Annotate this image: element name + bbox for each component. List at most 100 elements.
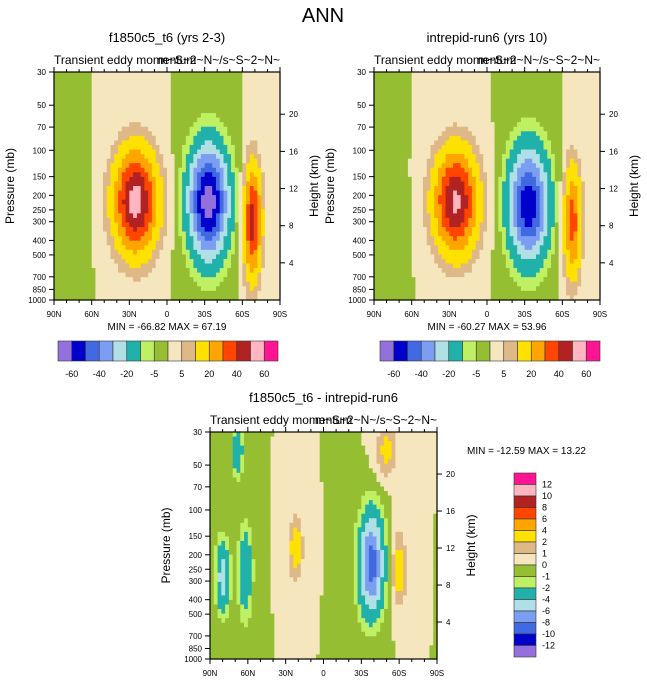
contour-cell [264, 149, 270, 155]
contour-cell [204, 277, 210, 283]
contour-cell [513, 140, 518, 146]
contour-cell [502, 181, 507, 187]
contour-cell [155, 76, 161, 82]
contour-cell [445, 195, 450, 201]
contour-cell [114, 90, 119, 96]
contour-cell [490, 181, 496, 187]
contour-cell [231, 108, 236, 114]
contour-cell [460, 144, 465, 151]
contour-cell [129, 272, 134, 278]
contour-cell [65, 254, 70, 260]
contour-cell [272, 140, 277, 146]
contour-cell [573, 117, 578, 123]
contour-cell [140, 131, 145, 137]
contour-cell [140, 199, 145, 205]
contour-cell [110, 149, 115, 155]
contour-cell [69, 113, 74, 119]
contour-cell [125, 122, 130, 128]
contour-cell [520, 103, 526, 110]
contour-cell [422, 85, 428, 91]
contour-cell [389, 103, 394, 110]
contour-cell [490, 158, 496, 164]
contour-cell [151, 135, 157, 141]
contour-cell [246, 85, 251, 91]
contour-cell [272, 167, 277, 173]
contour-cell [182, 227, 187, 233]
contour-cell [84, 85, 89, 91]
contour-cell [441, 135, 447, 141]
contour-cell [264, 290, 270, 297]
contour-cell [520, 144, 526, 151]
contour-cell [163, 117, 168, 123]
contour-cell [204, 258, 210, 265]
contour-cell [159, 213, 164, 219]
contour-cell [163, 295, 168, 301]
contour-cell [404, 204, 409, 210]
contour-cell [392, 167, 398, 173]
contour-cell [513, 85, 518, 91]
contour-cell [264, 72, 270, 78]
contour-cell [133, 163, 138, 169]
subtitle-left: Transient eddy momentum [54, 53, 196, 67]
contour-cell [72, 122, 78, 128]
contour-cell [54, 295, 59, 301]
contour-cell [524, 140, 530, 146]
contour-cell [133, 117, 138, 123]
contour-cell [441, 172, 447, 178]
contour-cell [381, 72, 386, 78]
contour-cell [54, 76, 59, 82]
contour-cell [178, 222, 183, 228]
contour-cell [163, 131, 168, 137]
contour-cell [584, 113, 590, 119]
contour-cell [551, 204, 556, 210]
contour-cell [99, 172, 104, 178]
contour-cell [551, 113, 556, 119]
contour-cell [54, 131, 59, 137]
contour-cell [374, 144, 379, 151]
contour-cell [76, 290, 81, 297]
contour-cell [159, 181, 164, 187]
contour-cell [490, 140, 496, 146]
contour-cell [136, 135, 142, 141]
contour-cell [148, 99, 153, 105]
contour-cell [114, 208, 119, 214]
contour-cell [189, 281, 194, 287]
contour-cell [264, 190, 270, 196]
contour-cell [487, 176, 492, 183]
contour-cell [377, 149, 383, 155]
contour-cell [114, 85, 119, 91]
contour-cell [84, 272, 89, 278]
contour-cell [569, 99, 575, 105]
contour-cell [200, 227, 206, 233]
contour-cell [140, 172, 145, 178]
contour-cell [261, 90, 266, 96]
contour-cell [87, 240, 93, 246]
contour-cell [494, 176, 499, 183]
contour-cell [189, 90, 194, 96]
contour-cell [539, 144, 545, 151]
contour-cell [106, 131, 112, 137]
contour-cell [125, 144, 130, 151]
contour-cell [57, 76, 63, 82]
contour-cell [520, 85, 526, 91]
contour-cell [129, 249, 134, 255]
contour-cell [106, 227, 112, 233]
contour-cell [547, 204, 552, 210]
contour-cell [99, 290, 104, 297]
contour-cell [520, 113, 526, 119]
contour-cell [136, 249, 142, 255]
contour-cell [118, 76, 123, 82]
contour-cell [80, 117, 85, 123]
contour-cell [392, 131, 398, 137]
x-tick-label: 0 [165, 310, 170, 319]
contour-cell [72, 103, 78, 110]
contour-cell [389, 135, 394, 141]
contour-cell [170, 176, 176, 183]
contour-cell [129, 126, 134, 132]
contour-cell [167, 290, 172, 297]
contour-cell [133, 263, 138, 269]
contour-cell [272, 154, 277, 160]
contour-cell [110, 199, 115, 205]
contour-cell [102, 103, 108, 110]
contour-cell [264, 154, 270, 160]
